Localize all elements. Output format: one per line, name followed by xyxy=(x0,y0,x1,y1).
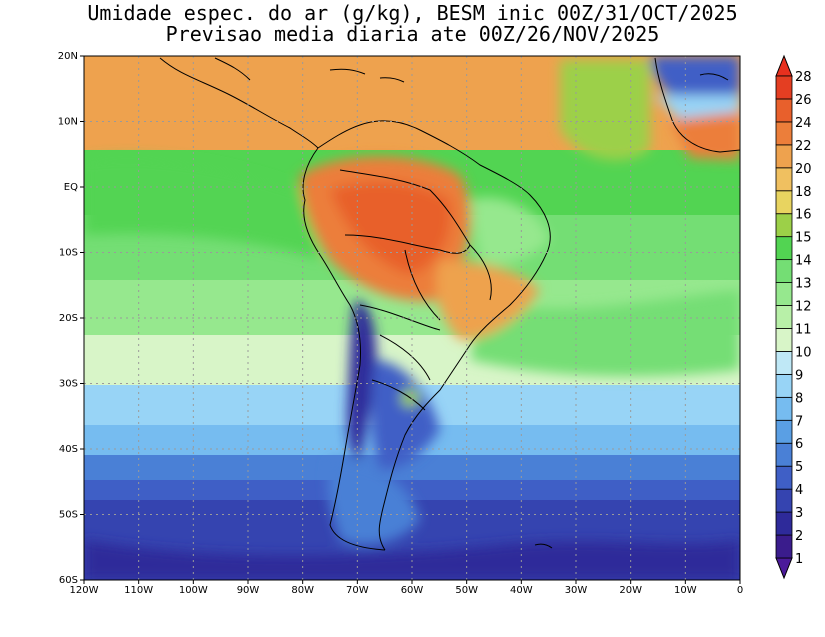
lon-tick-label: 40W xyxy=(510,585,533,596)
lon-tick-label: 0 xyxy=(737,585,743,596)
lon-tick-label: 100W xyxy=(179,585,208,596)
colorbar-box xyxy=(775,373,793,398)
lon-tick-label: 60W xyxy=(401,585,424,596)
lat-tick-label: EQ xyxy=(64,182,78,193)
colorbar-box xyxy=(775,236,793,261)
colorbar-box xyxy=(775,419,793,444)
colorbar-box xyxy=(775,465,793,490)
lat-tick-label: 50S xyxy=(59,510,78,521)
colorbar-box xyxy=(775,328,793,352)
lon-tick-label: 80W xyxy=(291,585,314,596)
latitude-labels: 20N 10N EQ 10S 20S 30S 40S 50S 60S xyxy=(58,51,84,586)
colorbar-label: 14 xyxy=(795,254,812,269)
colorbar-label: 12 xyxy=(795,300,812,315)
colorbar-label: 5 xyxy=(795,460,803,475)
map-title: Umidade espec. do ar (g/kg), BESM inic 0… xyxy=(87,1,738,25)
lon-tick-label: 50W xyxy=(455,585,478,596)
colorbar-box xyxy=(775,305,793,329)
map-subtitle: Previsao media diaria ate 00Z/26/NOV/202… xyxy=(165,22,660,46)
lon-tick-label: 20W xyxy=(619,585,642,596)
colorbar-label: 7 xyxy=(795,414,803,429)
colorbar-box xyxy=(775,511,793,536)
lon-tick-label: 120W xyxy=(70,585,99,596)
colorbar-box xyxy=(775,121,793,146)
colorbar-label: 28 xyxy=(795,70,812,85)
colorbar-label: 2 xyxy=(795,529,803,544)
colorbar-under-arrow xyxy=(775,557,793,580)
lat-tick-label: 20S xyxy=(59,313,78,324)
colorbar-label: 15 xyxy=(795,231,812,246)
colorbar-label: 10 xyxy=(795,345,812,360)
colorbar-label: 22 xyxy=(795,139,812,154)
colorbar-label: 4 xyxy=(795,483,803,498)
lon-tick-label: 70W xyxy=(346,585,369,596)
lat-tick-label: 40S xyxy=(59,444,78,455)
colorbar-box xyxy=(775,396,793,421)
lat-tick-label: 10N xyxy=(58,117,78,128)
colorbar-box xyxy=(775,351,793,375)
colorbar-over-arrow xyxy=(775,54,793,77)
colorbar-label: 8 xyxy=(795,391,803,406)
coastlines xyxy=(159,57,740,551)
lon-tick-label: 110W xyxy=(124,585,153,596)
colorbar-box xyxy=(775,190,793,215)
colorbar-box xyxy=(775,144,793,169)
lat-tick-label: 60S xyxy=(59,575,78,586)
colorbar-box xyxy=(775,259,793,283)
colorbar-label: 11 xyxy=(795,322,812,337)
colorbar-label: 3 xyxy=(795,506,803,521)
lat-tick-label: 30S xyxy=(59,379,78,390)
colorbar-box xyxy=(775,488,793,513)
gridlines xyxy=(84,56,740,580)
lon-tick-label: 30W xyxy=(565,585,588,596)
colorbar-label: 18 xyxy=(795,185,812,200)
colorbar-label: 13 xyxy=(795,277,812,292)
colorbar-label: 1 xyxy=(795,552,803,567)
colorbar-box xyxy=(775,167,793,192)
colorbar-label: 9 xyxy=(795,368,803,383)
colorbar-box xyxy=(775,98,793,123)
longitude-labels: 120W 110W 100W 90W 80W 70W 60W 50W 40W 30W 20W 10W 0 xyxy=(70,580,743,596)
lon-tick-label: 10W xyxy=(674,585,697,596)
lon-tick-label: 90W xyxy=(237,585,260,596)
colorbar-box xyxy=(775,534,793,559)
colorbar-box xyxy=(775,213,793,238)
colorbar-box xyxy=(775,282,793,306)
colorbar-label: 6 xyxy=(795,437,803,452)
colorbar-box xyxy=(775,75,793,100)
colorbar-box xyxy=(775,442,793,467)
colorbar-label: 24 xyxy=(795,116,812,131)
colorbar-label: 26 xyxy=(795,93,812,108)
lat-tick-label: 20N xyxy=(58,51,78,62)
lat-tick-label: 10S xyxy=(59,248,78,259)
colorbar-label: 16 xyxy=(795,208,812,223)
colorbar-label: 20 xyxy=(795,162,812,177)
